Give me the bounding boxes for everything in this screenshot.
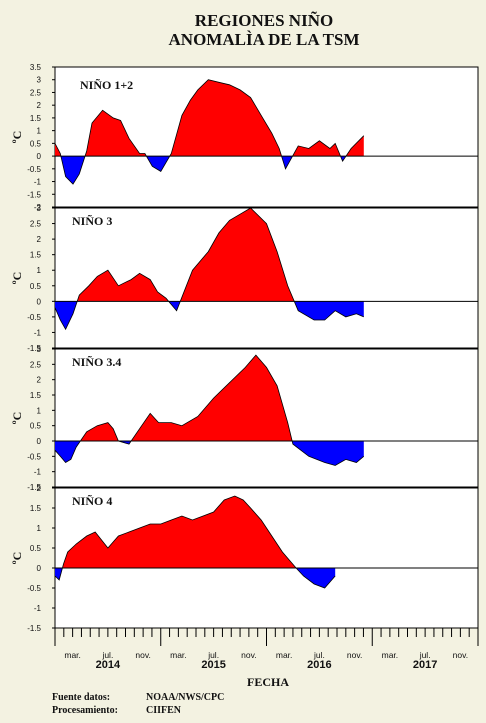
anomaly-line	[54, 354, 365, 466]
y-tick-label: 1	[37, 406, 42, 415]
y-tick-label: -0.5	[27, 313, 41, 322]
y-tick-label: 0	[37, 564, 42, 573]
negative-anomaly-area	[55, 568, 336, 588]
y-tick-label: -1.5	[27, 624, 41, 633]
panel-2: 3 2.5 2 1.5 1 0.5 0 -0.5 -1 -1.5 ºC NIÑO 3	[10, 204, 479, 353]
y-tick-label: -1	[34, 468, 42, 477]
y-tick-label: 3	[37, 204, 42, 213]
y-tick-label: -1.5	[27, 483, 41, 492]
y-tick-label: -1.5	[27, 344, 41, 353]
x-month-label: mar.	[170, 650, 187, 660]
x-month-label: mar.	[276, 650, 293, 660]
y-axis-label: ºC	[10, 552, 24, 565]
anomaly-line	[54, 79, 365, 185]
positive-anomaly-area	[55, 496, 336, 568]
y-axis-label: ºC	[10, 412, 24, 425]
chart-title-line1: REGIONES NIÑO	[195, 11, 333, 30]
y-tick-label: 1.5	[30, 391, 42, 400]
x-month-label: nov.	[241, 650, 256, 660]
x-year-label: 2015	[201, 659, 225, 671]
y-tick-label: 2.5	[30, 88, 42, 97]
y-tick-label: 2.5	[30, 220, 42, 229]
panel-label: NIÑO 1+2	[80, 78, 133, 92]
y-axis-label: ºC	[10, 131, 24, 144]
panel-4: 2 1.5 1 0.5 0 -0.5 -1 -1.5 ºC NIÑO 4	[10, 484, 479, 633]
y-tick-label: 0.5	[30, 422, 42, 431]
y-tick-label: 2.5	[30, 360, 42, 369]
y-tick-label: 1	[37, 524, 42, 533]
panel-3: 3 2.5 2 1.5 1 0.5 0 -0.5 -1 -1.5 ºC NIÑO 3.4	[10, 345, 479, 492]
y-tick-label: -1.5	[27, 190, 41, 199]
y-tick-label: 3	[37, 345, 42, 354]
y-tick-label: -1	[34, 178, 42, 187]
panel-label: NIÑO 4	[72, 494, 112, 508]
positive-anomaly-area	[55, 208, 364, 302]
y-tick-label: -0.5	[27, 165, 41, 174]
y-tick-label: -0.5	[27, 452, 41, 461]
y-tick-label: 3.5	[30, 63, 42, 72]
chart-title-line2: ANOMALÌA DE LA TSM	[169, 30, 360, 49]
x-year-label: 2014	[96, 659, 121, 671]
y-tick-label: 2	[37, 484, 42, 493]
x-month-label: mar.	[382, 650, 399, 660]
positive-anomaly-area	[55, 79, 364, 157]
anomaly-line	[54, 495, 336, 589]
y-tick-label: 1	[37, 127, 42, 136]
y-tick-label: 1.5	[30, 251, 42, 260]
panel-label: NIÑO 3.4	[72, 355, 121, 369]
x-month-label: nov.	[453, 650, 468, 660]
y-tick-label: 1	[37, 266, 42, 275]
x-month-label: nov.	[347, 650, 362, 660]
y-tick-label: 0	[37, 152, 42, 161]
x-year-label: 2016	[307, 659, 331, 671]
y-tick-label: 2	[37, 235, 42, 244]
y-axis-label: ºC	[10, 272, 24, 285]
panel-label: NIÑO 3	[72, 214, 112, 228]
y-tick-label: -0.5	[27, 584, 41, 593]
y-tick-label: 0.5	[30, 282, 42, 291]
panels: 3.5 3 2.5 2 1.5 1 0.5 0 -0.5 -1 -1.5 -2 ºC NIÑO 1+2 3 2…	[10, 63, 479, 633]
y-tick-label: 2	[37, 101, 42, 110]
x-month-label: jul.	[101, 650, 113, 660]
y-tick-label: -1	[34, 604, 42, 613]
negative-anomaly-area	[55, 156, 364, 185]
y-tick-label: 1.5	[30, 114, 42, 123]
y-tick-label: 1.5	[30, 504, 42, 513]
source-label: Fuente datos:	[52, 692, 110, 703]
source-value: NOAA/NWS/CPC	[146, 692, 224, 703]
processing-label: Procesamiento:	[52, 705, 118, 716]
y-tick-label: 3	[37, 76, 42, 85]
x-month-label: jul.	[313, 650, 325, 660]
x-axis-label: FECHA	[247, 675, 289, 689]
x-month-label: jul.	[419, 650, 431, 660]
y-tick-label: -2	[34, 203, 42, 212]
y-tick-label: 0	[37, 297, 42, 306]
x-axis: mar. jul. nov. mar. jul. nov. mar. jul. nov. mar.…	[54, 628, 479, 671]
panel-1: 3.5 3 2.5 2 1.5 1 0.5 0 -0.5 -1 -1.5 -2 ºC NIÑO 1+2	[10, 63, 479, 212]
x-month-label: mar.	[64, 650, 81, 660]
anomaly-line	[54, 207, 364, 331]
x-year-label: 2017	[413, 659, 437, 671]
y-tick-label: 0	[37, 437, 42, 446]
negative-anomaly-area	[55, 441, 364, 466]
y-tick-label: 2	[37, 376, 42, 385]
negative-anomaly-area	[55, 301, 364, 330]
source-info: Fuente datos: NOAA/NWS/CPC Procesamiento…	[52, 692, 224, 716]
x-month-label: nov.	[135, 650, 150, 660]
y-tick-label: 0.5	[30, 544, 42, 553]
processing-value: CIIFEN	[146, 705, 182, 716]
y-tick-label: 0.5	[30, 139, 42, 148]
y-tick-label: -1	[34, 328, 42, 337]
x-month-label: jul.	[207, 650, 219, 660]
